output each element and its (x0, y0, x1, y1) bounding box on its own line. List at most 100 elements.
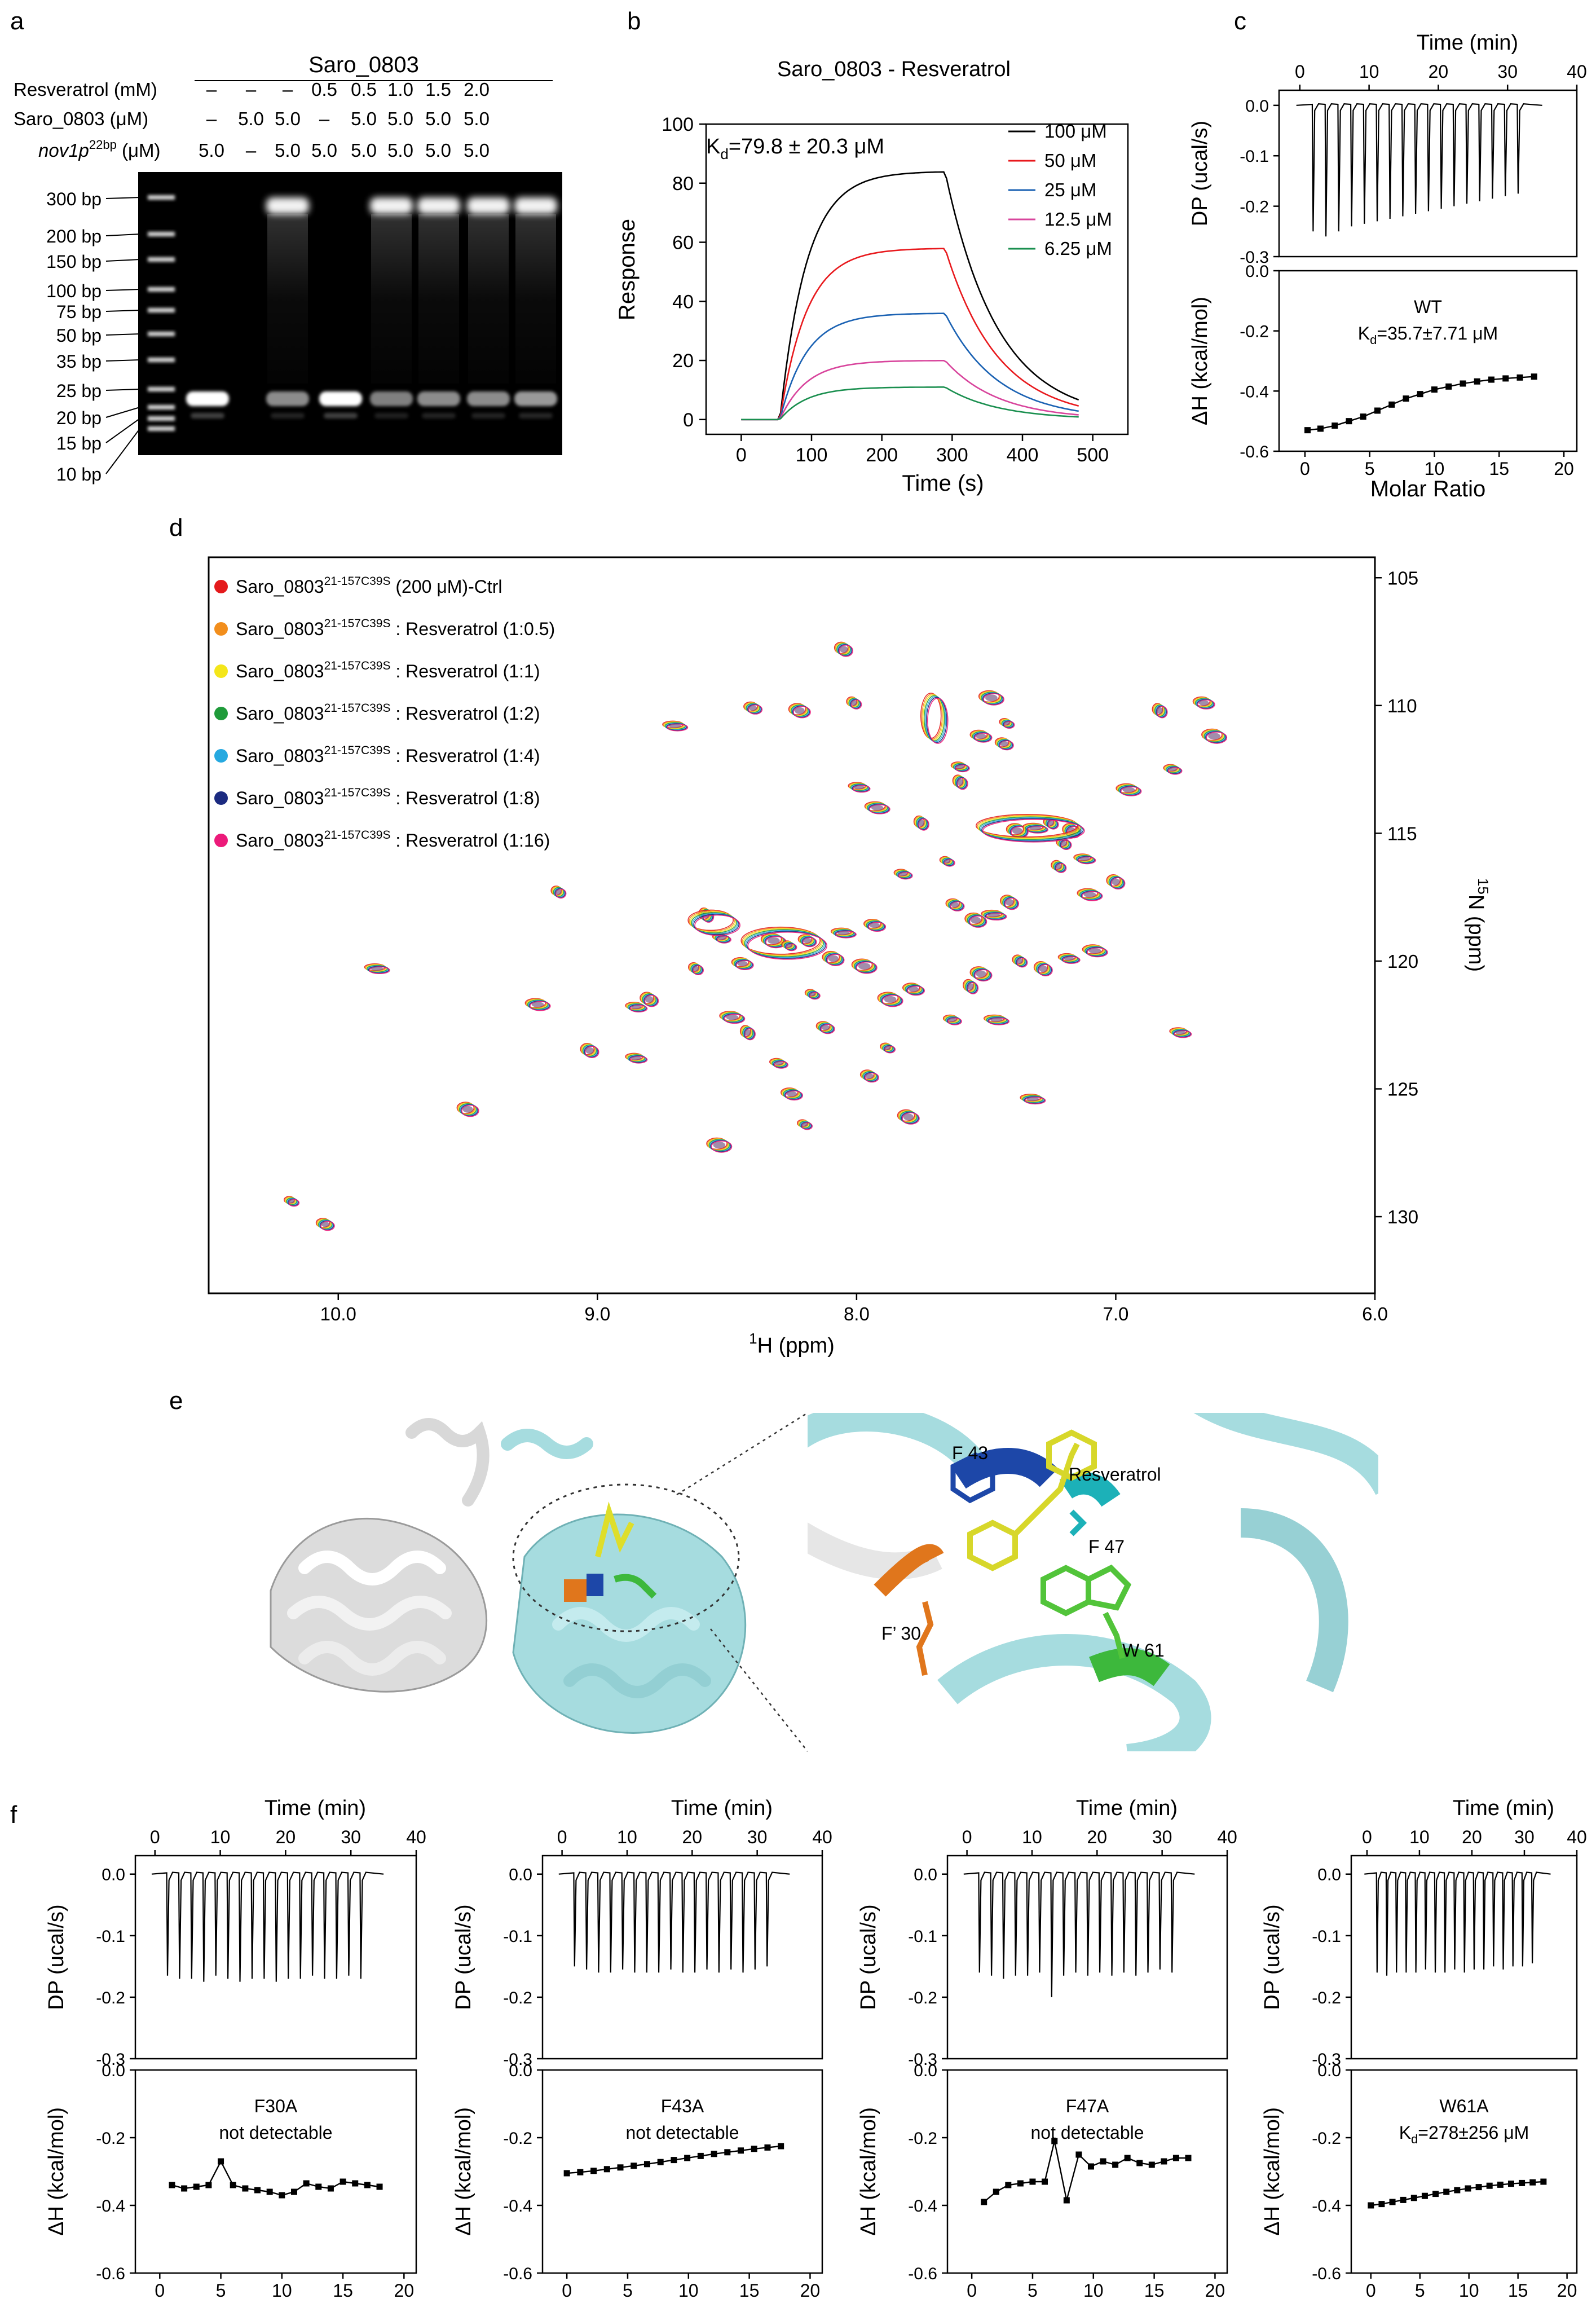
nmr-peak-contour (953, 763, 968, 771)
nmr-legend-marker (214, 664, 228, 678)
itc-top-xlabel: Time (min) (1453, 1796, 1554, 1820)
spr-ylabel: Response (615, 219, 640, 320)
nmr-peak-contour (1206, 732, 1228, 744)
structure-label: Resveratrol (1069, 1464, 1161, 1485)
itc-bottom-xlabel: Molar Ratio (1370, 477, 1486, 501)
itc-bottom-xtick-label: 5 (1028, 2280, 1038, 2299)
spr-ytick-label: 80 (672, 173, 694, 195)
itc-bottom-frame (1350, 2069, 1578, 2274)
residue-f43-overview (587, 1574, 603, 1596)
itc-data-point (1486, 2182, 1493, 2189)
itc-data-point (1360, 413, 1366, 420)
nmr-peak-contour (850, 699, 862, 710)
nmr-peak-contour (799, 935, 813, 945)
nmr-peak-contour (1004, 897, 1019, 910)
nmr-peak-core (1112, 878, 1120, 886)
nmr-peak-contour (946, 1016, 961, 1024)
nmr-peak-contour (1038, 964, 1053, 976)
itc-top-frame (1350, 1855, 1578, 2060)
nmr-peak-contour (781, 1088, 799, 1098)
nmr-peak-contour (853, 959, 875, 972)
nmr-xlabel-sup: 1 (749, 1330, 757, 1347)
nmr-peak-contour (945, 1016, 960, 1024)
nmr-legend-marker (214, 749, 228, 763)
nmr-peak-contour (852, 785, 871, 793)
nmr-peak-core (801, 1122, 808, 1127)
itc-top-ytick-label: -0.3 (96, 2050, 125, 2069)
nmr-peak-core (1064, 956, 1074, 961)
nmr-peak-contour (833, 929, 854, 937)
nmr-peak-contour (748, 704, 763, 715)
nmr-peak-contour (736, 960, 754, 970)
itc-bottom-ytick-label: 0.0 (914, 2062, 937, 2080)
nmr-peak-contour (772, 1060, 787, 1068)
nmr-peak-contour (1106, 874, 1121, 887)
nmr-peak-cluster (922, 694, 944, 741)
itc-data-point (1317, 425, 1324, 432)
itc-thermogram (963, 1871, 1195, 1997)
nmr-peak-contour (629, 1056, 648, 1064)
itc-bottom-ytick-label: -0.4 (96, 2197, 125, 2216)
nmr-peak-contour (1013, 955, 1025, 966)
nmr-peak-contour (861, 1071, 876, 1081)
itc-top-frame (541, 1855, 823, 2060)
itc-data-point (1507, 2181, 1514, 2187)
nmr-legend-text: : Resveratrol (1:2) (391, 703, 540, 724)
nmr-peak-contour (864, 801, 886, 812)
itc-data-point (279, 2192, 285, 2199)
nmr-peak-contour (627, 1003, 646, 1011)
nmr-peak-contour (865, 919, 883, 930)
nmr-peak-contour (583, 1045, 598, 1058)
nmr-peak-contour (944, 859, 955, 867)
nmr-peak-core (951, 902, 959, 908)
nmr-peak-core (1012, 827, 1022, 834)
itc-bottom-ytick-label: -0.2 (1312, 2129, 1341, 2148)
itc-data-point (1388, 401, 1395, 408)
nmr-peak-contour (863, 1072, 879, 1082)
nmr-peak-cluster (694, 914, 740, 936)
nmr-peak-contour (967, 914, 985, 927)
itc-data-point (1445, 383, 1452, 390)
nmr-peak-contour (460, 1104, 479, 1117)
nmr-peak-contour (1000, 719, 1012, 727)
nmr-peak-contour (903, 984, 922, 994)
nmr-peak-contour (906, 985, 924, 996)
nmr-peak-contour (762, 934, 784, 946)
ladder-label: 50 bp (56, 325, 102, 346)
nmr-peak-core (631, 1056, 642, 1060)
nmr-peak-contour (1036, 962, 1051, 975)
nmr-peak-contour (1173, 1029, 1191, 1038)
gel-band-complex (266, 197, 309, 214)
nmr-peak-contour (721, 1011, 742, 1022)
gel-cell: 0.5 (311, 79, 337, 100)
itc-data-point (1124, 2155, 1131, 2161)
itc-bottom-ytick-label: 0.0 (509, 2062, 532, 2080)
nmr-peak-contour (525, 998, 547, 1008)
nmr-peak-contour (793, 706, 811, 719)
ladder-band (148, 405, 175, 409)
itc-panel-f47a: 0 10 20 30 40 Time (min) 0.0 -0.1 -0.2 -0.3 DP (uc… (857, 1796, 1237, 2299)
nmr-legend: Saro_080321-157C39S (200 μM)-CtrlSaro_08… (214, 575, 555, 851)
nmr-peak-contour (895, 870, 910, 878)
nmr-legend-label: Saro_080321-157C39S : Resveratrol (1:1) (236, 659, 540, 681)
nmr-peak-core (1061, 840, 1067, 847)
itc-variant-name: WT (1414, 297, 1442, 317)
nmr-peak-contour (1087, 947, 1108, 958)
nmr-peak-contour (788, 703, 806, 715)
itc-bottom-xtick-label: 15 (1489, 459, 1509, 479)
nmr-legend-prefix: Saro_0803 (236, 661, 324, 681)
nmr-peak-contour (967, 914, 986, 927)
nmr-peak-contour (783, 1089, 801, 1099)
nmr-peak-contour (1165, 765, 1179, 773)
spr-series-line (741, 248, 1079, 421)
gel-cell: 5.0 (238, 108, 264, 129)
itc-top-xtick-label: 0 (557, 1827, 567, 1847)
nmr-peak-contour (824, 952, 843, 965)
nmr-peak-contour (1007, 824, 1026, 836)
itc-top-ytick-label: -0.2 (1312, 1989, 1341, 2007)
nmr-peak-contour (868, 804, 890, 814)
gel-cell: 5.0 (464, 140, 490, 161)
spr-kd-k: K (706, 135, 720, 158)
nmr-peak-contour (763, 934, 784, 947)
nmr-peak-contour (809, 992, 821, 1000)
